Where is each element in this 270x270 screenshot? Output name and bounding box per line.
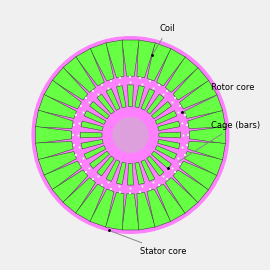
Polygon shape: [151, 102, 171, 119]
Circle shape: [76, 81, 184, 189]
Polygon shape: [52, 170, 88, 202]
Polygon shape: [155, 111, 177, 124]
Polygon shape: [127, 163, 133, 185]
Polygon shape: [52, 68, 88, 100]
Polygon shape: [116, 162, 126, 184]
Polygon shape: [97, 156, 114, 176]
Polygon shape: [137, 40, 156, 78]
Polygon shape: [90, 151, 109, 168]
Polygon shape: [116, 86, 126, 108]
Polygon shape: [44, 80, 81, 109]
Polygon shape: [151, 151, 171, 168]
Polygon shape: [80, 132, 102, 138]
Polygon shape: [90, 102, 109, 119]
Polygon shape: [141, 160, 155, 181]
Polygon shape: [147, 94, 164, 114]
Polygon shape: [44, 161, 81, 190]
Polygon shape: [63, 178, 96, 213]
Circle shape: [32, 37, 229, 233]
Text: Stator core: Stator core: [112, 231, 187, 255]
Polygon shape: [135, 86, 144, 108]
Polygon shape: [157, 48, 185, 86]
Polygon shape: [38, 94, 76, 119]
Polygon shape: [90, 189, 114, 227]
Polygon shape: [189, 126, 225, 144]
Polygon shape: [159, 132, 181, 138]
Polygon shape: [180, 161, 217, 190]
Polygon shape: [155, 146, 177, 159]
Polygon shape: [165, 57, 198, 92]
Polygon shape: [97, 94, 114, 114]
Polygon shape: [84, 146, 106, 159]
Polygon shape: [81, 139, 103, 149]
Polygon shape: [165, 178, 198, 213]
Polygon shape: [106, 40, 124, 78]
Polygon shape: [147, 156, 164, 176]
Polygon shape: [35, 126, 72, 144]
Polygon shape: [135, 162, 144, 184]
Polygon shape: [63, 57, 96, 92]
Polygon shape: [147, 189, 171, 227]
Circle shape: [113, 117, 148, 153]
Polygon shape: [106, 160, 120, 181]
Polygon shape: [76, 184, 104, 222]
Polygon shape: [137, 192, 156, 230]
Polygon shape: [184, 94, 223, 119]
Polygon shape: [122, 40, 139, 76]
Polygon shape: [158, 121, 180, 131]
Polygon shape: [173, 68, 209, 100]
Polygon shape: [81, 121, 103, 131]
Polygon shape: [173, 170, 209, 202]
Polygon shape: [35, 110, 73, 129]
Polygon shape: [38, 151, 76, 176]
Polygon shape: [84, 111, 106, 124]
Polygon shape: [147, 43, 171, 81]
Polygon shape: [122, 194, 139, 230]
Polygon shape: [141, 89, 155, 110]
Polygon shape: [157, 184, 185, 222]
Polygon shape: [106, 89, 120, 110]
Polygon shape: [76, 48, 104, 86]
Text: Coil: Coil: [154, 24, 176, 53]
Polygon shape: [184, 151, 223, 176]
Polygon shape: [106, 192, 124, 230]
Text: Cage (bars): Cage (bars): [170, 121, 260, 167]
Text: Rotor core: Rotor core: [184, 83, 255, 111]
Polygon shape: [188, 110, 225, 129]
Polygon shape: [188, 141, 225, 160]
Polygon shape: [158, 139, 180, 149]
Polygon shape: [180, 80, 217, 109]
Polygon shape: [35, 141, 73, 160]
Polygon shape: [90, 43, 114, 81]
Polygon shape: [127, 85, 133, 107]
